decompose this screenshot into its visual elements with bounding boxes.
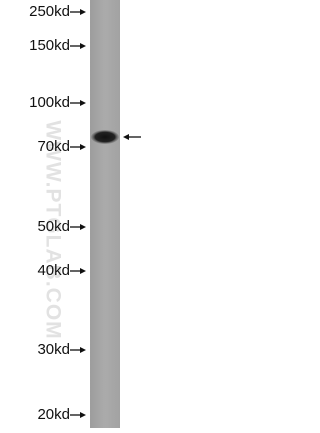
marker-label: 50kd — [37, 218, 70, 235]
band-arrow — [123, 134, 141, 140]
arrow-head — [80, 412, 86, 418]
marker-arrow — [70, 347, 86, 353]
arrow-head — [80, 268, 86, 274]
arrow-head — [80, 9, 86, 15]
lane — [90, 0, 120, 428]
arrow-head — [80, 224, 86, 230]
background — [0, 0, 150, 428]
marker-label: 250kd — [29, 3, 70, 20]
marker-label: 70kd — [37, 138, 70, 155]
marker-arrow — [70, 144, 86, 150]
marker-label: 100kd — [29, 94, 70, 111]
marker-label: 150kd — [29, 37, 70, 54]
marker-label: 20kd — [37, 406, 70, 423]
marker-arrow — [70, 268, 86, 274]
marker-arrow — [70, 224, 86, 230]
marker-arrow — [70, 100, 86, 106]
arrow-head — [80, 144, 86, 150]
page: WWW.PTGLAB.COM 250kd 150kd 100kd 70kd 50kd 40… — [0, 0, 150, 428]
marker-arrow — [70, 412, 86, 418]
western-blot: WWW.PTGLAB.COM 250kd 150kd 100kd 70kd 50kd 40… — [0, 0, 150, 428]
arrow-head — [80, 347, 86, 353]
marker-label: 30kd — [37, 341, 70, 358]
arrow-head — [80, 100, 86, 106]
marker-label: 40kd — [37, 262, 70, 279]
band — [91, 130, 119, 144]
marker-arrow — [70, 43, 86, 49]
marker-ladder: 250kd 150kd 100kd 70kd 50kd 40kd 30kd 20kd — [29, 3, 86, 423]
watermark: WWW.PTGLAB.COM — [41, 120, 64, 339]
arrow-head — [80, 43, 86, 49]
marker-arrow — [70, 9, 86, 15]
